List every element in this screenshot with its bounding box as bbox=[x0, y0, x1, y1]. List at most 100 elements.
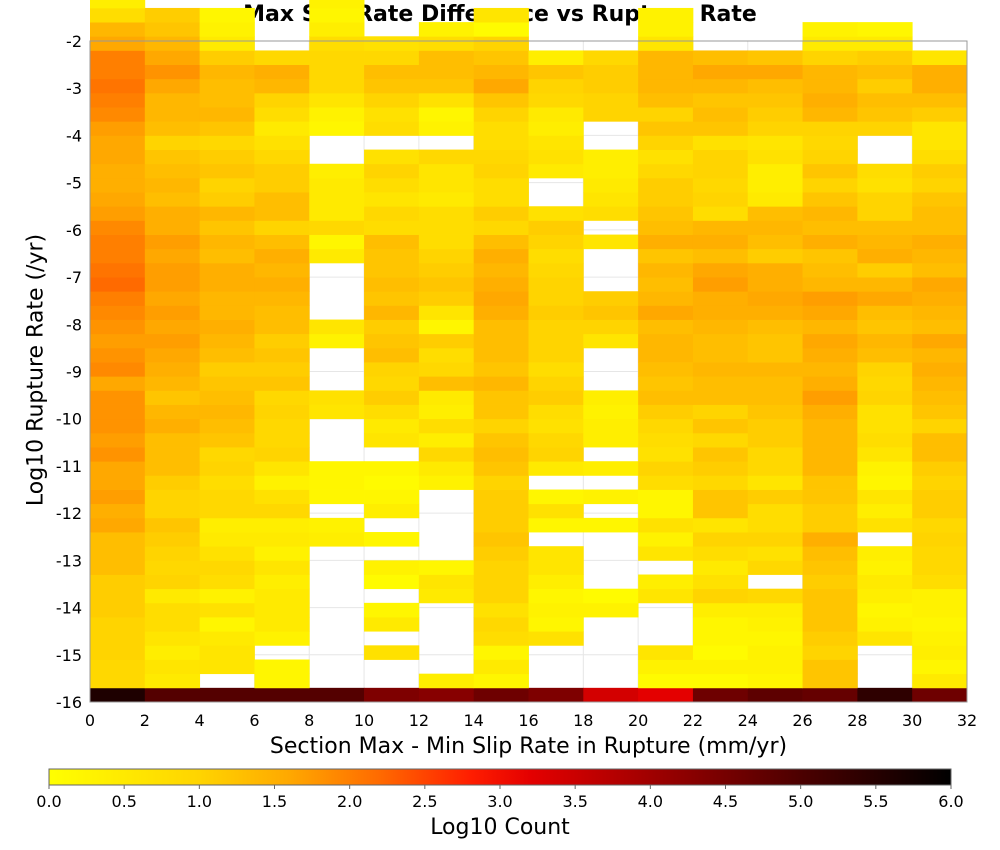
heatmap-cell bbox=[692, 64, 749, 80]
heatmap-cell bbox=[309, 206, 365, 221]
heatmap-cell bbox=[90, 78, 146, 94]
heatmap-cell bbox=[473, 163, 529, 179]
heatmap-cell bbox=[144, 347, 201, 363]
heatmap-cell bbox=[638, 333, 694, 349]
heatmap-cell bbox=[912, 78, 968, 94]
heatmap-cell bbox=[90, 390, 146, 405]
heatmap-cell bbox=[528, 149, 584, 165]
heatmap-cell bbox=[90, 291, 146, 306]
heatmap-cell bbox=[418, 390, 475, 405]
heatmap-cell bbox=[638, 461, 694, 476]
heatmap-cell bbox=[254, 149, 310, 165]
heatmap-cell bbox=[144, 291, 201, 306]
heatmap-cell bbox=[912, 475, 968, 490]
heatmap-cell bbox=[692, 277, 749, 292]
heatmap-cell bbox=[802, 319, 858, 335]
heatmap-cell bbox=[583, 291, 639, 306]
heatmap-cell bbox=[802, 489, 858, 505]
heatmap-cell bbox=[747, 687, 803, 703]
heatmap-cell bbox=[144, 404, 201, 420]
heatmap-cell bbox=[583, 234, 639, 250]
heatmap-cell bbox=[747, 121, 803, 136]
heatmap-cell bbox=[418, 574, 475, 590]
heatmap-cell bbox=[144, 390, 201, 405]
heatmap-cell bbox=[912, 517, 968, 533]
heatmap-cell bbox=[638, 234, 694, 250]
heatmap-cell bbox=[364, 234, 420, 250]
heatmap-cell bbox=[90, 588, 146, 604]
heatmap-cell bbox=[90, 206, 146, 221]
heatmap-cell bbox=[254, 503, 310, 519]
heatmap-cell bbox=[309, 333, 365, 349]
heatmap-cell bbox=[528, 291, 584, 306]
heatmap-cell bbox=[912, 234, 968, 250]
heatmap-cell bbox=[254, 291, 310, 306]
heatmap-cell bbox=[199, 645, 255, 660]
heatmap-cell bbox=[638, 92, 694, 108]
colorbar-tick-label: 6.0 bbox=[938, 792, 963, 811]
heatmap-cell bbox=[912, 163, 968, 179]
heatmap-cell bbox=[90, 135, 146, 150]
heatmap-cell bbox=[199, 135, 255, 150]
x-tick-label: 20 bbox=[628, 711, 648, 730]
heatmap-cell bbox=[857, 107, 913, 122]
heatmap-cell bbox=[692, 333, 749, 349]
heatmap-cell bbox=[144, 234, 201, 250]
heatmap-cell bbox=[199, 461, 255, 476]
heatmap-cell bbox=[473, 36, 529, 51]
heatmap-cell bbox=[692, 447, 749, 462]
heatmap-cell bbox=[144, 135, 201, 150]
heatmap-cell bbox=[528, 687, 584, 703]
heatmap-cell bbox=[144, 206, 201, 221]
heatmap-cell bbox=[692, 248, 749, 264]
heatmap-cell bbox=[802, 432, 858, 448]
heatmap-cell bbox=[364, 532, 420, 547]
heatmap-cell bbox=[638, 673, 694, 689]
heatmap-cell bbox=[473, 418, 529, 434]
heatmap-cell bbox=[912, 305, 968, 320]
heatmap-cell bbox=[418, 461, 475, 476]
heatmap-cell bbox=[199, 262, 255, 278]
heatmap-cell bbox=[802, 22, 858, 37]
heatmap-cell bbox=[583, 418, 639, 434]
heatmap-cell bbox=[254, 333, 310, 349]
heatmap-cell bbox=[528, 78, 584, 94]
heatmap-cell bbox=[473, 362, 529, 377]
heatmap-cell bbox=[473, 617, 529, 632]
x-tick-label: 28 bbox=[847, 711, 867, 730]
heatmap-cell bbox=[144, 248, 201, 264]
heatmap-cell bbox=[309, 461, 365, 476]
heatmap-cell bbox=[418, 673, 475, 689]
heatmap-cell bbox=[802, 390, 858, 405]
heatmap-cell bbox=[90, 560, 146, 575]
heatmap-cell bbox=[199, 107, 255, 122]
heatmap-cell bbox=[90, 36, 146, 51]
heatmap-cell bbox=[473, 432, 529, 448]
heatmap-cell bbox=[528, 503, 584, 519]
x-tick-label: 18 bbox=[573, 711, 593, 730]
y-tick-label: -7 bbox=[66, 268, 82, 287]
heatmap-cell bbox=[747, 517, 803, 533]
heatmap-cell bbox=[364, 50, 420, 65]
heatmap-cell bbox=[473, 121, 529, 136]
heatmap-cell bbox=[199, 503, 255, 519]
heatmap-cell bbox=[199, 362, 255, 377]
heatmap-cell bbox=[309, 78, 365, 94]
heatmap-cell bbox=[364, 404, 420, 420]
y-tick-label: -13 bbox=[56, 551, 82, 570]
heatmap-cell bbox=[144, 432, 201, 448]
heatmap-cell bbox=[144, 192, 201, 207]
heatmap-cell bbox=[747, 277, 803, 292]
heatmap-cell bbox=[692, 631, 749, 646]
heatmap-cell bbox=[747, 206, 803, 221]
heatmap-cell bbox=[802, 305, 858, 320]
heatmap-cell bbox=[199, 36, 255, 51]
heatmap-cell bbox=[857, 404, 913, 420]
heatmap-cell bbox=[583, 107, 639, 122]
heatmap-cell bbox=[857, 177, 913, 193]
heatmap-cell bbox=[90, 64, 146, 80]
heatmap-cell bbox=[692, 135, 749, 150]
heatmap-cell bbox=[144, 645, 201, 660]
heatmap-cell bbox=[857, 22, 913, 37]
heatmap-cell bbox=[90, 177, 146, 193]
